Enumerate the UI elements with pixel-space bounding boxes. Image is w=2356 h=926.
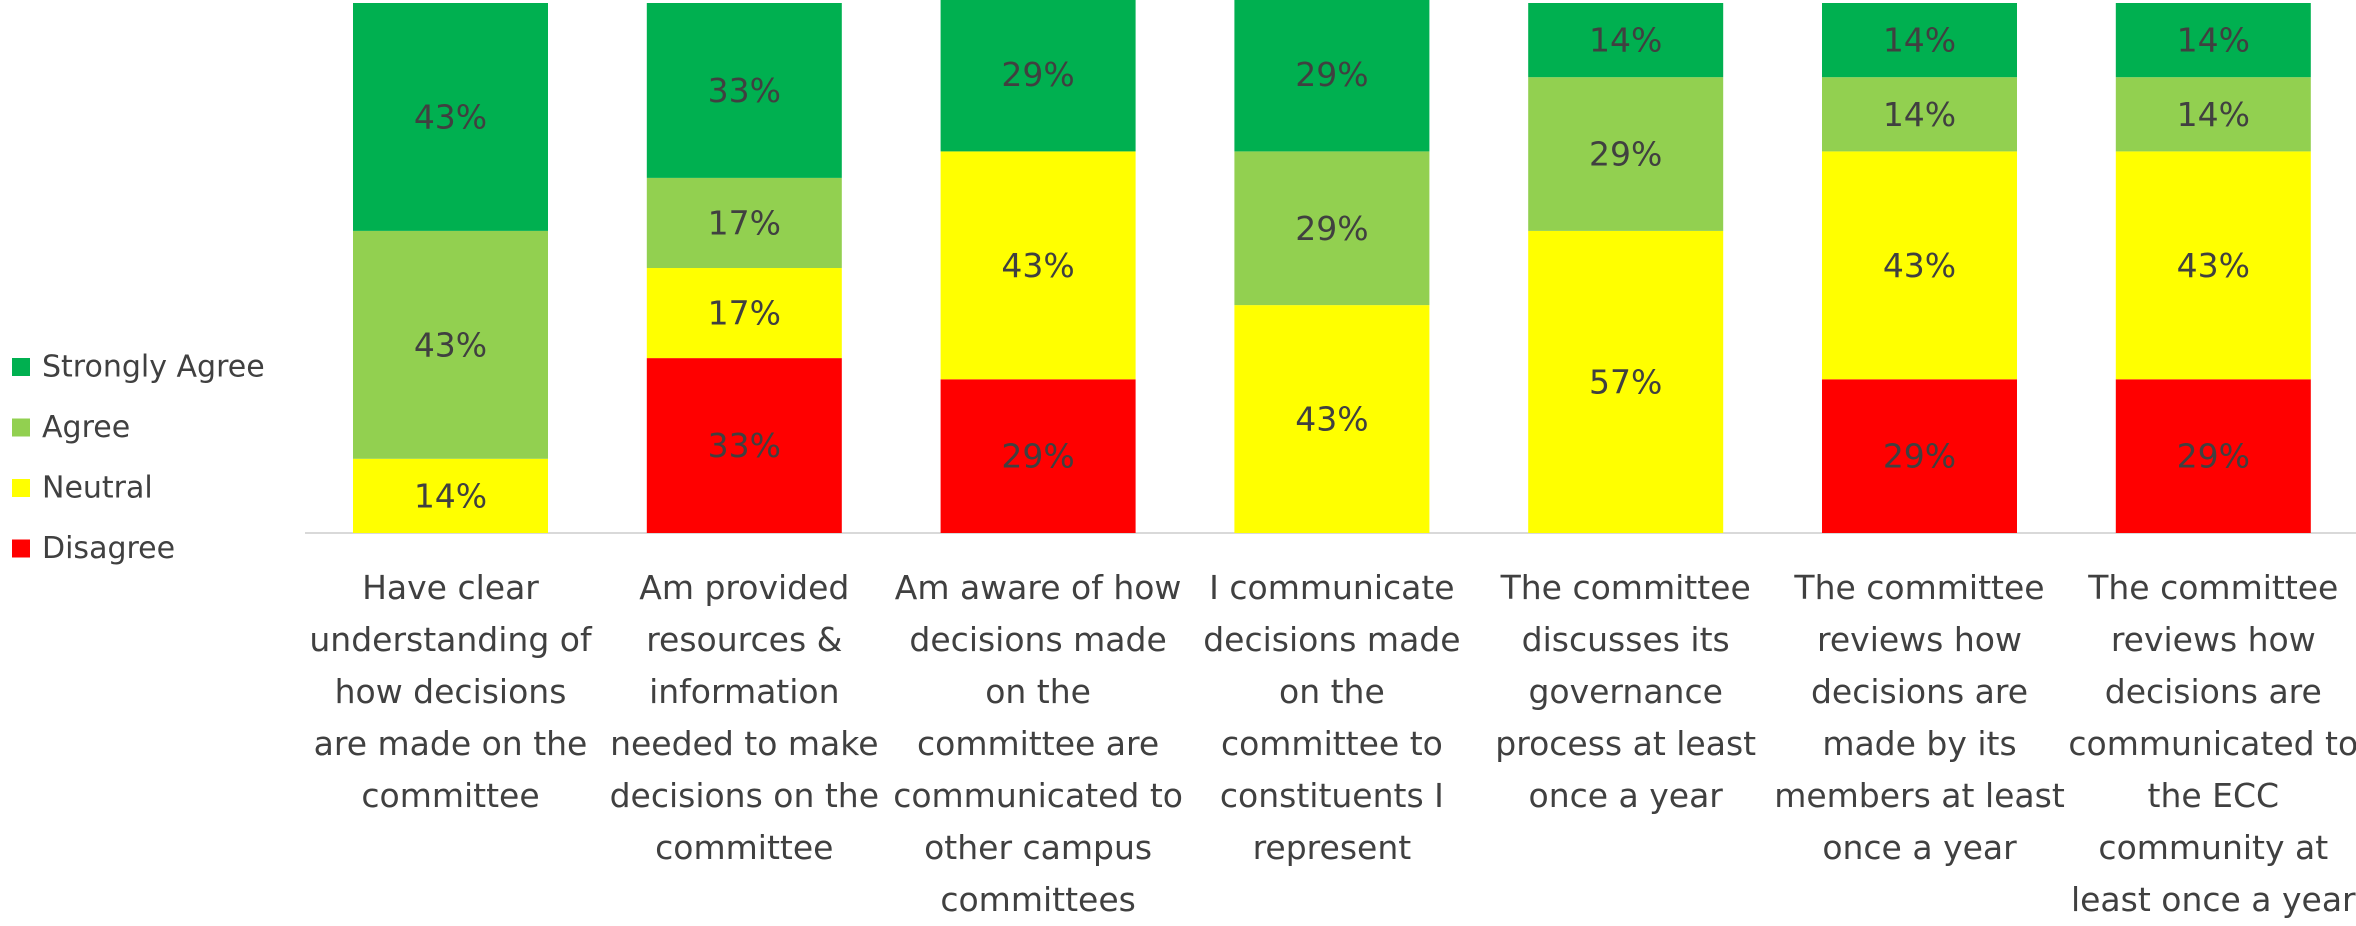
bar-segment: [1528, 77, 1724, 231]
x-tick-label: I communicate decisions made on the comm…: [1203, 568, 1461, 867]
data-label: 43%: [414, 325, 487, 364]
data-label: 29%: [1295, 55, 1368, 94]
data-label: 14%: [1589, 21, 1662, 60]
data-label: 17%: [708, 294, 781, 333]
data-label: 29%: [1295, 209, 1368, 248]
data-label: 33%: [708, 71, 781, 110]
data-label: 43%: [1883, 246, 1956, 285]
data-label: 29%: [1001, 437, 1074, 476]
legend-label: Agree: [42, 410, 130, 445]
legend-swatch: [12, 479, 30, 497]
bar-segment: [1234, 305, 1430, 533]
bar-segment: [2115, 77, 2311, 152]
x-tick-label: The committee reviews how decisions are …: [2068, 568, 2356, 919]
data-label: 14%: [2177, 21, 2250, 60]
data-label: 43%: [1001, 246, 1074, 285]
bar-segment: [353, 230, 548, 459]
bar-segment: [646, 358, 842, 533]
data-label: 29%: [2177, 437, 2250, 476]
bar-segment: [1822, 379, 2017, 533]
data-label: 29%: [1589, 135, 1662, 174]
bar-segment: [2115, 151, 2311, 380]
bar-segment: [1822, 77, 2017, 152]
bar-segment: [646, 268, 842, 359]
data-label: 43%: [2177, 246, 2250, 285]
bar-segment: [940, 151, 1136, 380]
legend-swatch: [12, 418, 30, 437]
x-tick-label: Have clear understanding of how decision…: [309, 568, 592, 815]
bar-segment: [940, 379, 1136, 533]
data-label: 43%: [414, 97, 487, 136]
data-label: 14%: [414, 476, 487, 515]
bar-segment: [353, 458, 548, 533]
data-label: 14%: [1883, 21, 1956, 60]
data-label: 57%: [1589, 362, 1662, 401]
bar-segment: [1234, 0, 1430, 152]
legend-swatch: [12, 539, 30, 558]
legend-swatch: [12, 358, 30, 376]
bar-segment: [2115, 3, 2311, 78]
data-label: 14%: [1883, 95, 1956, 134]
data-label: 43%: [1295, 400, 1368, 439]
bar-segment: [646, 3, 842, 178]
x-tick-label: The committee reviews how decisions are …: [1774, 568, 2065, 867]
legend-label: Disagree: [42, 531, 175, 566]
bar-segment: [1234, 151, 1430, 306]
data-label: 17%: [708, 203, 781, 242]
bar-segment: [2115, 379, 2311, 533]
x-tick-label: Am provided resources & information need…: [609, 568, 880, 867]
bar-segment: [646, 177, 842, 268]
legend-label: Strongly Agree: [42, 350, 265, 385]
data-label: 33%: [708, 426, 781, 465]
data-label: 14%: [2177, 95, 2250, 134]
x-tick-label: Am aware of how decisions made on the co…: [893, 568, 1183, 919]
bar-segment: [940, 0, 1136, 152]
bar-segment: [1822, 3, 2017, 78]
data-label: 29%: [1883, 437, 1956, 476]
bar-segment: [353, 3, 548, 231]
bar-segment: [1822, 151, 2017, 380]
data-label: 29%: [1001, 55, 1074, 94]
bar-segment: [1528, 3, 1724, 78]
x-tick-label: The committee discusses its governance p…: [1495, 568, 1757, 815]
legend-label: Neutral: [42, 471, 153, 506]
bar-segment: [1528, 230, 1724, 533]
